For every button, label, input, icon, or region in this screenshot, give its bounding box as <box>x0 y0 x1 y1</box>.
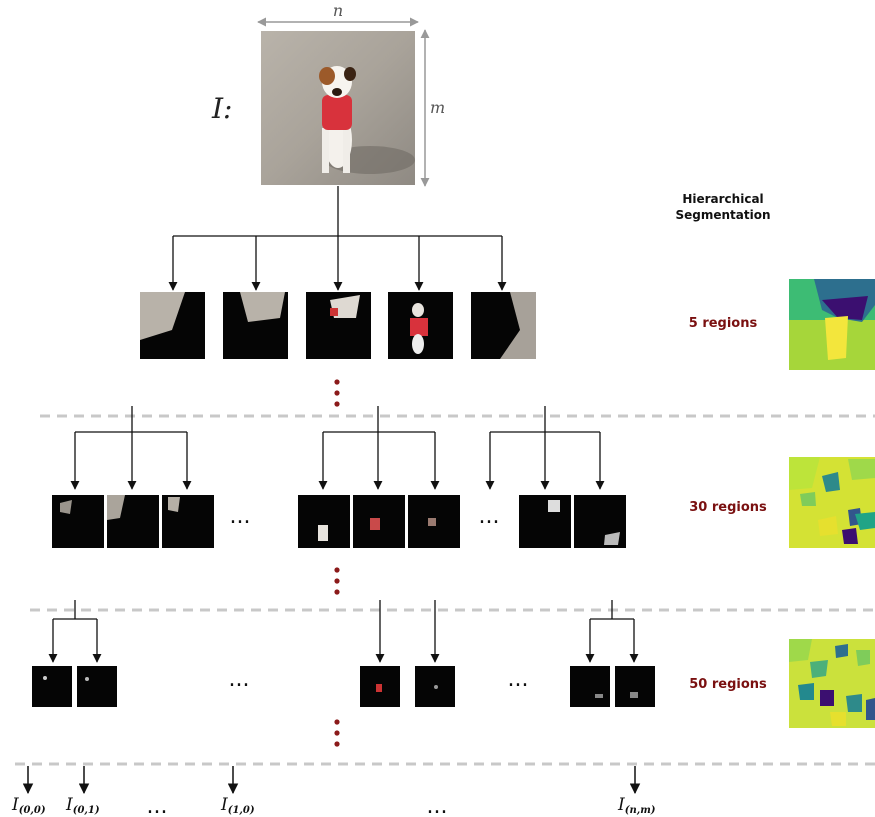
segmentation-title-line1: Hierarchical <box>682 192 763 206</box>
output-sub: (n,m) <box>625 805 656 816</box>
segmentation-title-line2: Segmentation <box>675 208 770 222</box>
level2-regions <box>52 495 626 548</box>
ellipsis-level2-b: ... <box>479 504 500 529</box>
level1-label: 5 regions <box>689 316 758 331</box>
output-sub: (0,0) <box>19 805 46 816</box>
level2-region-1 <box>52 495 104 548</box>
level1-region-2 <box>223 292 288 359</box>
ellipsis-output-b: ... <box>427 794 448 817</box>
output-sub: (1,0) <box>228 805 255 816</box>
output-base: I <box>65 795 73 815</box>
vertical-dots-3 <box>334 719 340 747</box>
ellipsis-level3-b: ... <box>508 667 529 692</box>
level3-region-1 <box>32 666 72 707</box>
level1-region-1 <box>140 292 205 359</box>
level2-region-7 <box>519 495 571 548</box>
segmentation-map-50 <box>789 639 875 728</box>
output-label-10: I(1,0) <box>220 795 255 816</box>
ellipsis-level3-a: ... <box>229 667 250 692</box>
output-base: I <box>11 795 19 815</box>
vertical-dots-1 <box>334 379 340 407</box>
output-arrows <box>22 766 641 795</box>
level1-region-5 <box>471 292 536 359</box>
ellipsis-output-a: ... <box>147 794 168 817</box>
level3-regions <box>32 666 655 707</box>
level1-region-4 <box>388 292 453 359</box>
level2-label: 30 regions <box>689 500 767 515</box>
level1-tree <box>168 186 507 291</box>
vertical-dots-2 <box>334 567 340 595</box>
segmentation-map-5 <box>789 279 875 370</box>
level1-region-3 <box>306 292 371 359</box>
output-sub: (0,1) <box>73 805 100 816</box>
output-base: I <box>220 795 228 815</box>
input-label: I: <box>211 92 233 125</box>
output-label-01: I(0,1) <box>65 795 100 816</box>
level3-region-2 <box>77 666 117 707</box>
segmentation-map-30 <box>789 457 875 548</box>
width-symbol: n <box>333 1 343 20</box>
level2-tree <box>70 406 605 490</box>
level3-region-6 <box>615 666 655 707</box>
output-label-00: I(0,0) <box>11 795 46 816</box>
level3-label: 50 regions <box>689 677 767 692</box>
ellipsis-level2-a: ... <box>230 504 251 529</box>
input-image <box>261 31 415 185</box>
output-base: I <box>617 795 625 815</box>
output-label-nm: I(n,m) <box>617 795 656 816</box>
height-symbol: m <box>430 98 445 117</box>
level3-region-5 <box>570 666 610 707</box>
level3-tree <box>48 600 639 663</box>
